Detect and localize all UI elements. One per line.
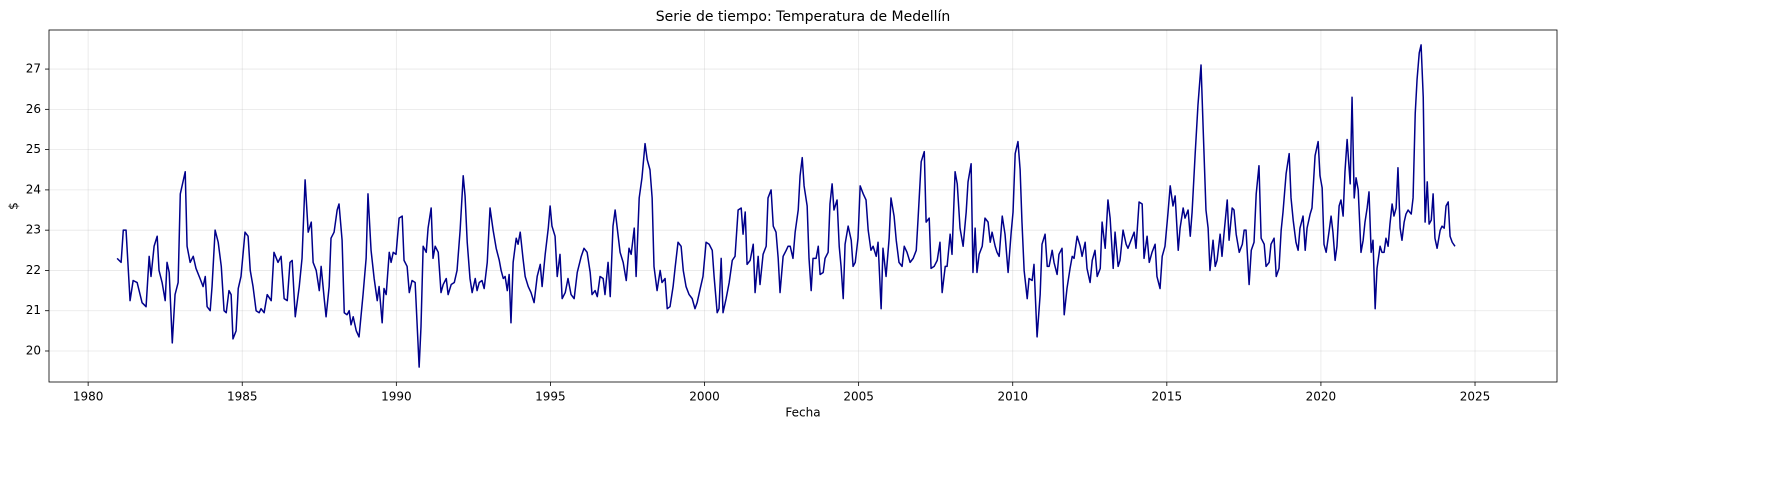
x-tick-label: 2005 (843, 390, 874, 404)
x-tick-label: 1985 (227, 390, 258, 404)
chart-title: Serie de tiempo: Temperatura de Medellín (656, 9, 951, 25)
y-tick-label: 26 (26, 102, 41, 116)
x-tick-label: 1980 (73, 390, 104, 404)
data-line (116, 44, 1456, 368)
y-tick-label: 22 (26, 263, 41, 277)
y-axis-label: $ (7, 202, 21, 210)
x-tick-label: 2020 (1306, 390, 1337, 404)
x-tick-label: 1995 (535, 390, 566, 404)
y-tick-label: 27 (26, 62, 41, 76)
y-tick-label: 21 (26, 303, 41, 317)
y-tick-label: 24 (26, 182, 41, 196)
x-axis-label: Fecha (785, 406, 820, 420)
y-tick-label: 25 (26, 142, 41, 156)
plot-frame (48, 29, 1558, 383)
x-tick-label: 1990 (381, 390, 412, 404)
x-tick-label: 2015 (1152, 390, 1183, 404)
y-tick-label: 23 (26, 223, 41, 237)
x-tick-label: 2025 (1460, 390, 1491, 404)
x-tick-label: 2010 (997, 390, 1028, 404)
x-tick-label: 2000 (689, 390, 720, 404)
y-tick-label: 20 (26, 343, 41, 357)
